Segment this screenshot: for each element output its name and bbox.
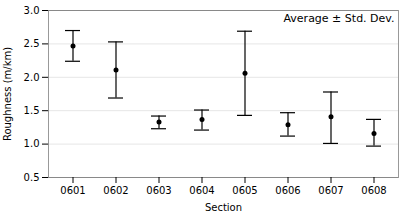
svg-text:Average ± Std. Dev.: Average ± Std. Dev. xyxy=(283,12,394,25)
svg-text:0.5: 0.5 xyxy=(24,172,40,183)
svg-text:0602: 0602 xyxy=(103,185,128,196)
svg-text:0603: 0603 xyxy=(146,185,171,196)
svg-text:0607: 0607 xyxy=(318,185,343,196)
svg-text:Section: Section xyxy=(205,202,242,213)
svg-text:0608: 0608 xyxy=(361,185,386,196)
svg-text:0605: 0605 xyxy=(232,185,257,196)
svg-text:Roughness (m/km): Roughness (m/km) xyxy=(2,47,13,141)
svg-text:1.5: 1.5 xyxy=(24,105,40,116)
svg-text:3.0: 3.0 xyxy=(24,5,40,16)
svg-text:0606: 0606 xyxy=(275,185,300,196)
svg-text:2.5: 2.5 xyxy=(24,38,40,49)
svg-text:0604: 0604 xyxy=(189,185,214,196)
svg-text:2.0: 2.0 xyxy=(24,72,40,83)
svg-text:1.0: 1.0 xyxy=(24,138,40,149)
svg-text:0601: 0601 xyxy=(60,185,85,196)
